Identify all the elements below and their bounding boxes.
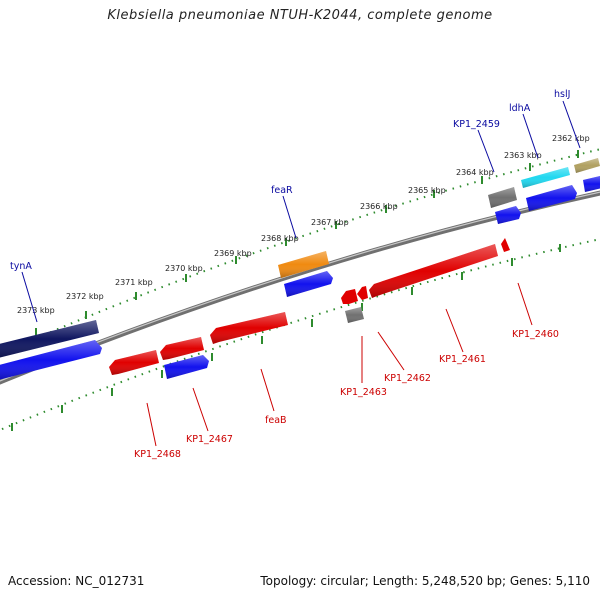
forward-leader-lines xyxy=(21,100,581,323)
tick-label-2369: 2369 kbp xyxy=(214,249,252,258)
label-KP1_2459: KP1_2459 xyxy=(453,119,500,130)
accession-text: Accession: NC_012731 xyxy=(8,574,145,588)
gene-tynA[interactable] xyxy=(0,320,99,358)
tick-label-2372: 2372 kbp xyxy=(66,292,104,301)
label-KP1_2462: KP1_2462 xyxy=(384,373,431,384)
blue-gene-4[interactable] xyxy=(284,271,333,297)
forward-major-ticks xyxy=(35,150,579,336)
tick-label-2366: 2366 kbp xyxy=(360,202,398,211)
label-feaR: feaR xyxy=(271,185,293,196)
blue-gene-1[interactable] xyxy=(583,176,600,192)
gene-KP1_2461[interactable] xyxy=(369,244,498,298)
blue-gene-5[interactable] xyxy=(164,355,209,379)
label-tynA: tynA xyxy=(10,261,32,272)
blue-gene-track xyxy=(0,176,600,380)
gene-hslJ[interactable] xyxy=(574,158,600,173)
forward-track-dots xyxy=(0,148,600,355)
label-KP1_2461: KP1_2461 xyxy=(439,354,486,365)
tick-label-2363: 2363 kbp xyxy=(504,151,542,160)
gene-ldhA[interactable] xyxy=(521,167,570,188)
forward-genes xyxy=(0,158,600,358)
topology-text: Topology: circular; Length: 5,248,520 bp… xyxy=(260,574,590,588)
gene-KP1_2467[interactable] xyxy=(160,337,204,360)
forward-labels: hslJ ldhA KP1_2459 feaR tynA xyxy=(10,89,570,272)
kbp-tick-labels: 2362 kbp 2363 kbp 2364 kbp 2365 kbp 2366… xyxy=(17,134,590,315)
gene-KP1_2468[interactable] xyxy=(109,350,159,375)
gene-KP1_2463[interactable] xyxy=(345,307,364,323)
tick-label-2367: 2367 kbp xyxy=(311,218,349,227)
reverse-major-ticks xyxy=(11,244,561,431)
tick-label-2370: 2370 kbp xyxy=(165,264,203,273)
gene-KP1_2460[interactable] xyxy=(501,238,510,252)
label-hslJ: hslJ xyxy=(554,89,570,100)
gene-KP1_2462[interactable] xyxy=(357,286,368,300)
label-KP1_2467: KP1_2467 xyxy=(186,434,233,445)
tick-label-2368: 2368 kbp xyxy=(261,234,299,243)
gene-KP1_2459[interactable] xyxy=(488,187,517,208)
blue-gene-6[interactable] xyxy=(0,340,102,380)
map-title: Klebsiella pneumoniae NTUH-K2044, comple… xyxy=(107,8,493,23)
tick-label-2362: 2362 kbp xyxy=(552,134,590,143)
label-KP1_2463: KP1_2463 xyxy=(340,387,387,398)
label-KP1_2460: KP1_2460 xyxy=(512,329,559,340)
gene-KP1_2463-a[interactable] xyxy=(341,289,358,304)
tick-label-2365: 2365 kbp xyxy=(408,186,446,195)
tick-label-2371: 2371 kbp xyxy=(115,278,153,287)
reverse-genes xyxy=(109,238,510,375)
reverse-leader-lines xyxy=(146,282,533,447)
gene-feaB[interactable] xyxy=(210,312,288,344)
gene-feaR[interactable] xyxy=(278,251,329,278)
tick-label-2373: 2373 kbp xyxy=(17,306,55,315)
label-KP1_2468: KP1_2468 xyxy=(134,449,181,460)
blue-gene-3[interactable] xyxy=(495,206,521,224)
label-ldhA: ldhA xyxy=(509,103,531,114)
label-feaB: feaB xyxy=(265,415,287,426)
tick-label-2364: 2364 kbp xyxy=(456,168,494,177)
blue-gene-2[interactable] xyxy=(526,185,577,211)
reverse-labels: KP1_2460 KP1_2461 KP1_2462 KP1_2463 feaB… xyxy=(134,329,559,460)
